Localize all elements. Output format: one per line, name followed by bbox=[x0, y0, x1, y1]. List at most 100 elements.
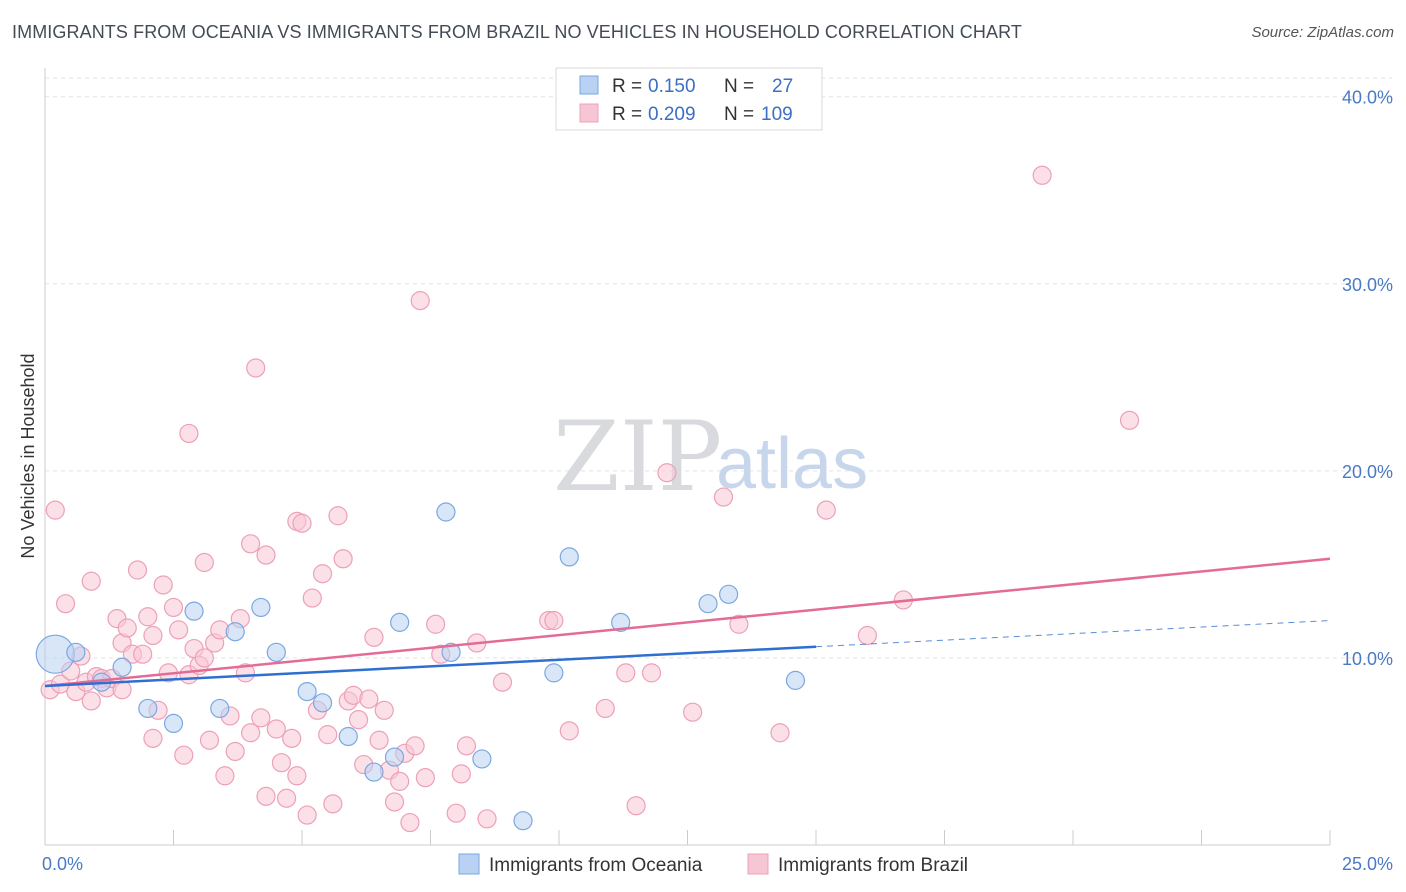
point-oceania bbox=[312, 693, 333, 713]
y-tick-label: 30.0% bbox=[1342, 275, 1393, 295]
point-oceania bbox=[297, 681, 317, 702]
point-oceania bbox=[698, 594, 718, 614]
y-tick-label: 40.0% bbox=[1342, 88, 1393, 108]
point-oceania bbox=[266, 642, 286, 662]
point-brazil bbox=[390, 771, 410, 791]
point-brazil bbox=[276, 788, 297, 808]
point-brazil bbox=[713, 487, 734, 507]
point-brazil bbox=[194, 648, 214, 668]
point-brazil bbox=[81, 691, 101, 711]
point-brazil bbox=[179, 423, 199, 444]
point-brazil bbox=[348, 710, 369, 730]
point-brazil bbox=[163, 597, 184, 618]
point-oceania bbox=[112, 657, 132, 677]
point-brazil bbox=[225, 741, 245, 762]
bottom-legend-label-oceania: Immigrants from Oceania bbox=[489, 855, 703, 876]
source-label: Source: ZipAtlas.com bbox=[1251, 24, 1394, 41]
point-brazil bbox=[292, 513, 312, 533]
point-brazil bbox=[302, 588, 322, 608]
watermark-zip: ZIP bbox=[553, 401, 722, 513]
point-oceania bbox=[472, 749, 492, 769]
point-brazil bbox=[415, 768, 435, 788]
point-brazil bbox=[143, 625, 163, 646]
point-brazil bbox=[657, 463, 677, 483]
stats-legend-box bbox=[555, 67, 823, 131]
point-brazil bbox=[256, 545, 276, 565]
point-brazil bbox=[117, 618, 137, 638]
point-brazil bbox=[138, 607, 158, 627]
point-brazil bbox=[544, 610, 564, 631]
point-brazil bbox=[405, 736, 425, 756]
point-brazil bbox=[241, 723, 261, 743]
point-oceania bbox=[251, 597, 271, 618]
legend-n-value-oceania: 27 bbox=[772, 76, 793, 97]
legend-n-label: N = bbox=[724, 104, 754, 125]
point-brazil bbox=[816, 500, 836, 520]
y-axis-label: No Vehicles in Household bbox=[18, 353, 38, 558]
point-brazil bbox=[1119, 410, 1140, 430]
point-brazil bbox=[127, 560, 148, 580]
y-tick-label: 20.0% bbox=[1342, 462, 1393, 482]
point-oceania bbox=[611, 612, 631, 632]
point-brazil bbox=[287, 766, 307, 786]
point-brazil bbox=[251, 708, 271, 728]
bottom-legend-label-brazil: Immigrants from Brazil bbox=[778, 855, 968, 876]
point-oceania bbox=[184, 601, 204, 621]
point-brazil bbox=[400, 812, 420, 833]
point-oceania bbox=[163, 713, 184, 734]
point-brazil bbox=[256, 786, 276, 806]
point-oceania bbox=[384, 747, 405, 767]
point-brazil bbox=[81, 571, 101, 591]
point-brazil bbox=[133, 644, 153, 664]
point-brazil bbox=[271, 753, 292, 773]
x-tick-label: 0.0% bbox=[42, 854, 83, 874]
point-brazil bbox=[312, 564, 333, 584]
point-brazil bbox=[426, 614, 446, 634]
legend-n-label: N = bbox=[724, 76, 754, 97]
point-oceania bbox=[719, 584, 739, 604]
point-brazil bbox=[559, 721, 579, 741]
trend-line-brazil bbox=[44, 557, 1331, 688]
point-oceania bbox=[559, 547, 579, 567]
y-tick-label: 10.0% bbox=[1342, 649, 1393, 669]
point-brazil bbox=[318, 725, 338, 745]
point-brazil bbox=[333, 549, 353, 569]
point-oceania bbox=[785, 670, 806, 690]
point-brazil bbox=[369, 730, 389, 750]
point-brazil bbox=[595, 698, 615, 719]
point-oceania bbox=[364, 762, 384, 782]
point-brazil bbox=[194, 552, 214, 573]
legend-r-label: R = bbox=[612, 76, 642, 97]
point-brazil bbox=[641, 663, 662, 683]
stats-legend: R = 0.150 N = 27 R = 0.209 N = 109 bbox=[555, 67, 823, 131]
point-brazil bbox=[143, 728, 163, 748]
trend-line-oceania-extension bbox=[815, 620, 1331, 648]
bottom-legend-swatch-oceania bbox=[458, 853, 480, 875]
chart-title: IMMIGRANTS FROM OCEANIA VS IMMIGRANTS FR… bbox=[12, 22, 1022, 42]
point-brazil bbox=[384, 792, 405, 812]
point-brazil bbox=[374, 700, 394, 720]
point-brazil bbox=[199, 730, 220, 750]
y-tick-labels: 10.0% 20.0% 30.0% 40.0% bbox=[1342, 88, 1393, 669]
point-brazil bbox=[169, 620, 189, 640]
point-brazil bbox=[729, 614, 749, 634]
point-brazil bbox=[282, 728, 302, 748]
point-oceania bbox=[338, 726, 358, 747]
axes bbox=[44, 68, 1331, 846]
point-brazil bbox=[410, 291, 430, 311]
point-brazil bbox=[323, 794, 343, 814]
point-brazil bbox=[241, 534, 261, 554]
point-oceania bbox=[441, 642, 461, 662]
x-tick-labels: 0.0% 25.0% bbox=[42, 854, 1393, 874]
point-brazil bbox=[492, 672, 513, 692]
point-oceania bbox=[390, 612, 410, 632]
legend-r-label: R = bbox=[612, 104, 642, 125]
point-brazil bbox=[153, 575, 173, 595]
point-brazil bbox=[215, 766, 235, 786]
point-brazil bbox=[616, 663, 636, 683]
bottom-legend-swatch-brazil bbox=[747, 853, 769, 875]
point-brazil bbox=[1032, 165, 1052, 185]
x-tick-label: 25.0% bbox=[1342, 854, 1393, 874]
point-brazil bbox=[246, 358, 266, 378]
